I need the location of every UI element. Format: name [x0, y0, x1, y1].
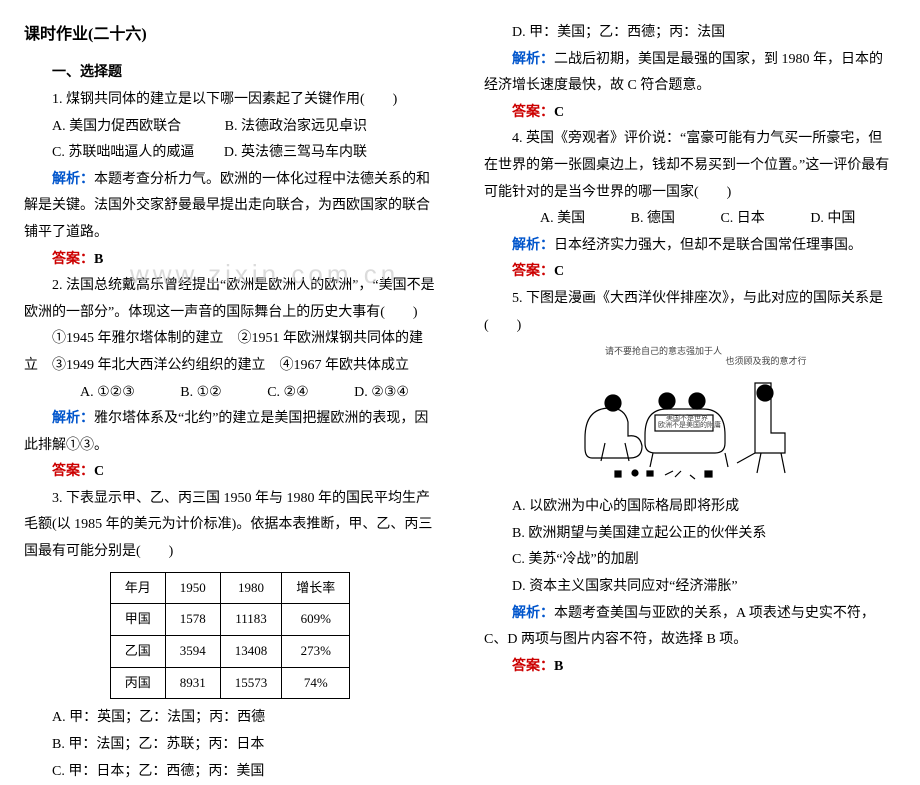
q2-stem: 2. 法国总统戴高乐曾经提出“欧洲是欧洲人的欧洲”，“美国不是欧洲的一部分”。体…: [24, 273, 436, 326]
q3-answer-label: 答案：: [512, 105, 554, 120]
table-cell: 增长率: [282, 572, 350, 604]
table-cell: 1578: [165, 604, 220, 636]
table-cell: 273%: [282, 636, 350, 668]
table-cell: 15573: [220, 667, 282, 699]
q1-opt-d: D. 英法德三驾马车内联: [224, 145, 367, 160]
table-cell: 3594: [165, 636, 220, 668]
cartoon-caption-right: 也须顾及我的意才行: [721, 353, 811, 370]
q3-table: 年月 1950 1980 增长率 甲国 1578 11183 609% 乙国 3…: [110, 572, 351, 700]
q1-opt-b: B. 法德政治家远见卓识: [225, 119, 367, 134]
q4-opt-b: B. 德国: [603, 206, 675, 233]
cartoon-caption-top: 请不要抢自己的意志强加于人: [605, 343, 722, 360]
table-cell: 1950: [165, 572, 220, 604]
table-cell: 13408: [220, 636, 282, 668]
q3-opt-b: B. 甲：法国；乙：苏联；丙：日本: [24, 732, 436, 759]
q3-opt-d: D. 甲：美国；乙：西德；丙：法国: [484, 20, 896, 47]
q2-opt-d: D. ②③④: [326, 380, 409, 407]
q5-analysis-label: 解析：: [512, 606, 554, 621]
q3-stem: 3. 下表显示甲、乙、丙三国 1950 年与 1980 年的国民平均生产毛额(以…: [24, 486, 436, 566]
section-heading: 一、选择题: [24, 60, 436, 87]
q1-stem: 1. 煤钢共同体的建立是以下哪一因素起了关键作用( ): [24, 87, 436, 114]
q5-cartoon: 请不要抢自己的意志强加于人 也须顾及我的意才行 美国不是世界 欧洲不是美国的附庸: [484, 343, 896, 488]
q1-opt-c: C. 苏联咄咄逼人的威逼: [52, 145, 194, 160]
q5-opt-d: D. 资本主义国家共同应对“经济滞胀”: [484, 574, 896, 601]
worksheet-title: 课时作业(二十六): [24, 20, 436, 50]
q3-opt-a: A. 甲：英国；乙：法国；丙：西德: [24, 705, 436, 732]
table-cell: 1980: [220, 572, 282, 604]
q1-analysis-label: 解析：: [52, 172, 94, 187]
q2-answer-label: 答案：: [52, 464, 94, 479]
table-cell: 609%: [282, 604, 350, 636]
q2-answer: C: [94, 464, 104, 479]
table-row: 乙国 3594 13408 273%: [110, 636, 350, 668]
q2-opt-a: A. ①②③: [52, 380, 135, 407]
q4-opt-d: D. 中国: [782, 206, 855, 233]
q4-analysis-label: 解析：: [512, 238, 554, 253]
q4-opt-a: A. 美国: [512, 206, 585, 233]
table-row: 年月 1950 1980 增长率: [110, 572, 350, 604]
q3-answer: C: [554, 105, 564, 120]
q4-stem: 4. 英国《旁观者》评价说：“富豪可能有力气买一所豪宅，但在世界的第一张圆桌边上…: [484, 126, 896, 206]
cartoon-caption-inside: 美国不是世界 欧洲不是美国的附庸: [658, 415, 716, 429]
q5-answer: B: [554, 659, 563, 674]
q4-answer-label: 答案：: [512, 264, 554, 279]
q4-answer: C: [554, 264, 564, 279]
table-cell: 年月: [110, 572, 165, 604]
table-cell: 乙国: [110, 636, 165, 668]
q3-analysis-label: 解析：: [512, 52, 554, 67]
table-row: 丙国 8931 15573 74%: [110, 667, 350, 699]
q5-opt-a: A. 以欧洲为中心的国际格局即将形成: [484, 494, 896, 521]
q2-opt-c: C. ②④: [239, 380, 308, 407]
table-cell: 甲国: [110, 604, 165, 636]
q1-answer: B: [94, 252, 103, 267]
q5-stem: 5. 下图是漫画《大西洋伙伴排座次》，与此对应的国际关系是( ): [484, 286, 896, 339]
table-cell: 11183: [220, 604, 282, 636]
table-cell: 74%: [282, 667, 350, 699]
q4-opt-c: C. 日本: [692, 206, 764, 233]
q4-analysis: 日本经济实力强大，但却不是联合国常任理事国。: [554, 238, 862, 253]
table-row: 甲国 1578 11183 609%: [110, 604, 350, 636]
q5-opt-c: C. 美苏“冷战”的加剧: [484, 547, 896, 574]
q3-opt-c: C. 甲：日本；乙：西德；丙：美国: [24, 759, 436, 785]
table-cell: 8931: [165, 667, 220, 699]
q5-opt-b: B. 欧洲期望与美国建立起公正的伙伴关系: [484, 521, 896, 548]
q1-answer-label: 答案：: [52, 252, 94, 267]
q2-analysis-label: 解析：: [52, 411, 94, 426]
table-cell: 丙国: [110, 667, 165, 699]
q1-opt-a: A. 美国力促西欧联合: [52, 119, 181, 134]
q2-opt-b: B. ①②: [152, 380, 221, 407]
q2-items: ①1945 年雅尔塔体制的建立 ②1951 年欧洲煤钢共同体的建立 ③1949 …: [24, 326, 436, 379]
q5-answer-label: 答案：: [512, 659, 554, 674]
